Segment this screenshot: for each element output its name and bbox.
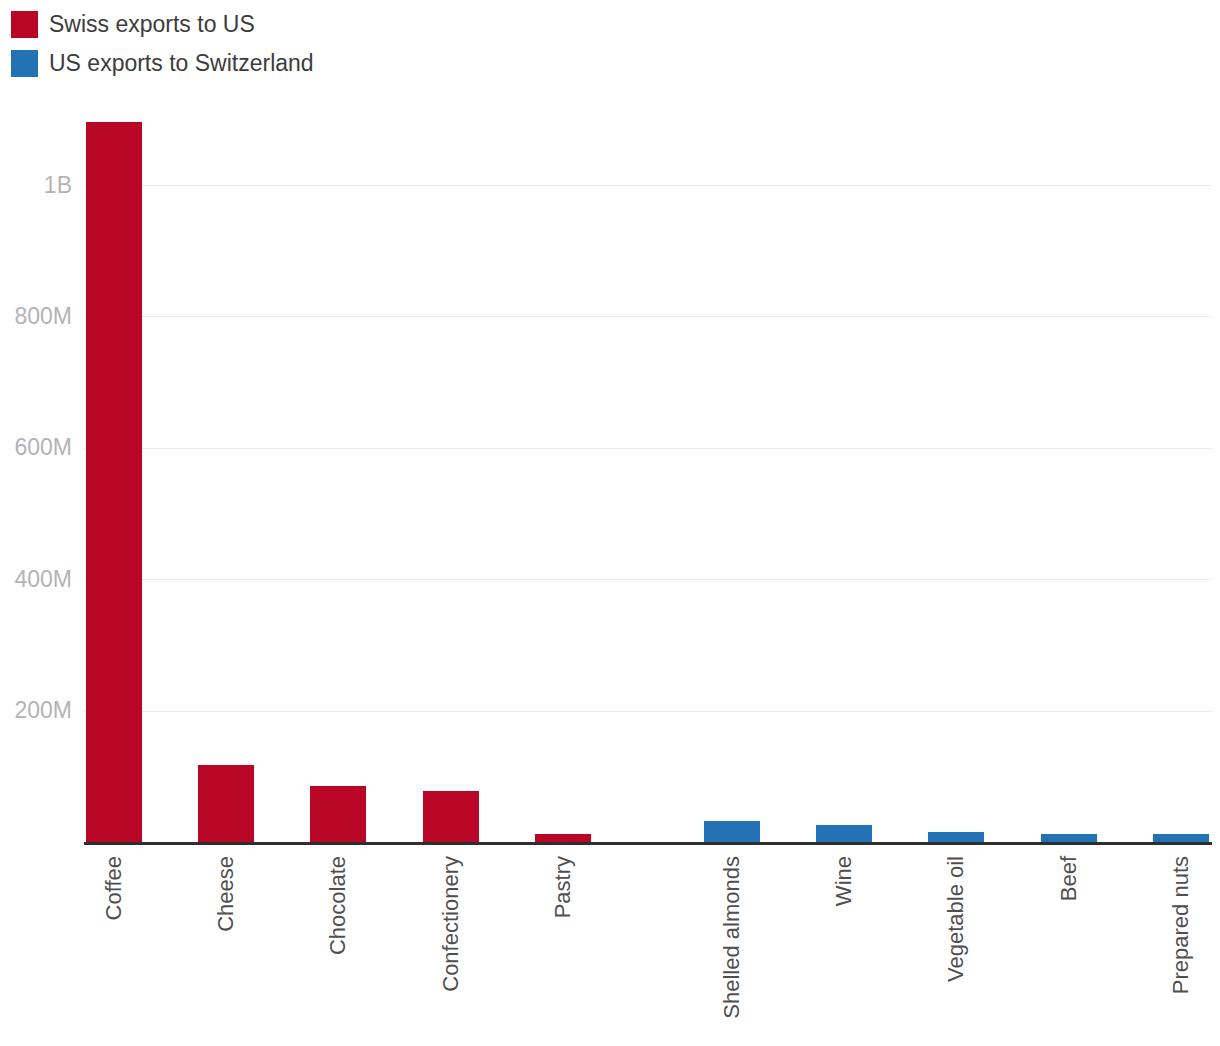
- y-axis-tick-400m: 400M: [0, 566, 72, 593]
- x-axis-label-text: Wine: [832, 856, 856, 906]
- bar-coffee[interactable]: [86, 122, 142, 842]
- bar-cheese[interactable]: [198, 765, 254, 842]
- gridline-400m: [84, 579, 1212, 580]
- bar-vegetable-oil[interactable]: [928, 832, 984, 842]
- legend-item-us-exports: US exports to Switzerland: [11, 50, 314, 77]
- trade-bar-chart: Swiss exports to US US exports to Switze…: [0, 0, 1220, 1046]
- legend-label-swiss-exports: Swiss exports to US: [49, 11, 255, 38]
- gridline-800m: [84, 316, 1212, 317]
- x-axis-label-text: Prepared nuts: [1169, 856, 1193, 994]
- x-axis-label-text: Coffee: [102, 856, 126, 920]
- gridline-200m: [84, 711, 1212, 712]
- x-axis-line: [84, 842, 1212, 845]
- bar-shelled-almonds[interactable]: [704, 821, 760, 842]
- x-axis-label-text: Shelled almonds: [720, 856, 744, 1019]
- bar-prepared-nuts[interactable]: [1153, 834, 1209, 842]
- gridline-1b: [84, 185, 1212, 186]
- legend-swatch-swiss-exports: [11, 11, 38, 38]
- y-axis-tick-1b: 1B: [0, 172, 72, 199]
- legend-item-swiss-exports: Swiss exports to US: [11, 11, 314, 38]
- bar-confectionery[interactable]: [423, 791, 479, 842]
- x-axis-label-text: Beef: [1057, 856, 1081, 901]
- y-axis-tick-600m: 600M: [0, 434, 72, 461]
- y-axis-tick-200m: 200M: [0, 697, 72, 724]
- legend-label-us-exports: US exports to Switzerland: [49, 50, 314, 77]
- bar-pastry[interactable]: [535, 834, 591, 842]
- x-axis-label-text: Vegetable oil: [944, 856, 968, 982]
- chart-legend: Swiss exports to US US exports to Switze…: [11, 11, 314, 89]
- bar-chocolate[interactable]: [310, 786, 366, 842]
- x-axis-label-text: Chocolate: [326, 856, 350, 955]
- bar-beef[interactable]: [1041, 834, 1097, 842]
- legend-swatch-us-exports: [11, 50, 38, 77]
- gridline-600m: [84, 448, 1212, 449]
- y-axis-tick-800m: 800M: [0, 303, 72, 330]
- x-axis-label-text: Cheese: [214, 856, 238, 932]
- x-axis-label-text: Confectionery: [439, 856, 463, 992]
- bar-wine[interactable]: [816, 825, 872, 842]
- x-axis-label-text: Pastry: [551, 856, 575, 918]
